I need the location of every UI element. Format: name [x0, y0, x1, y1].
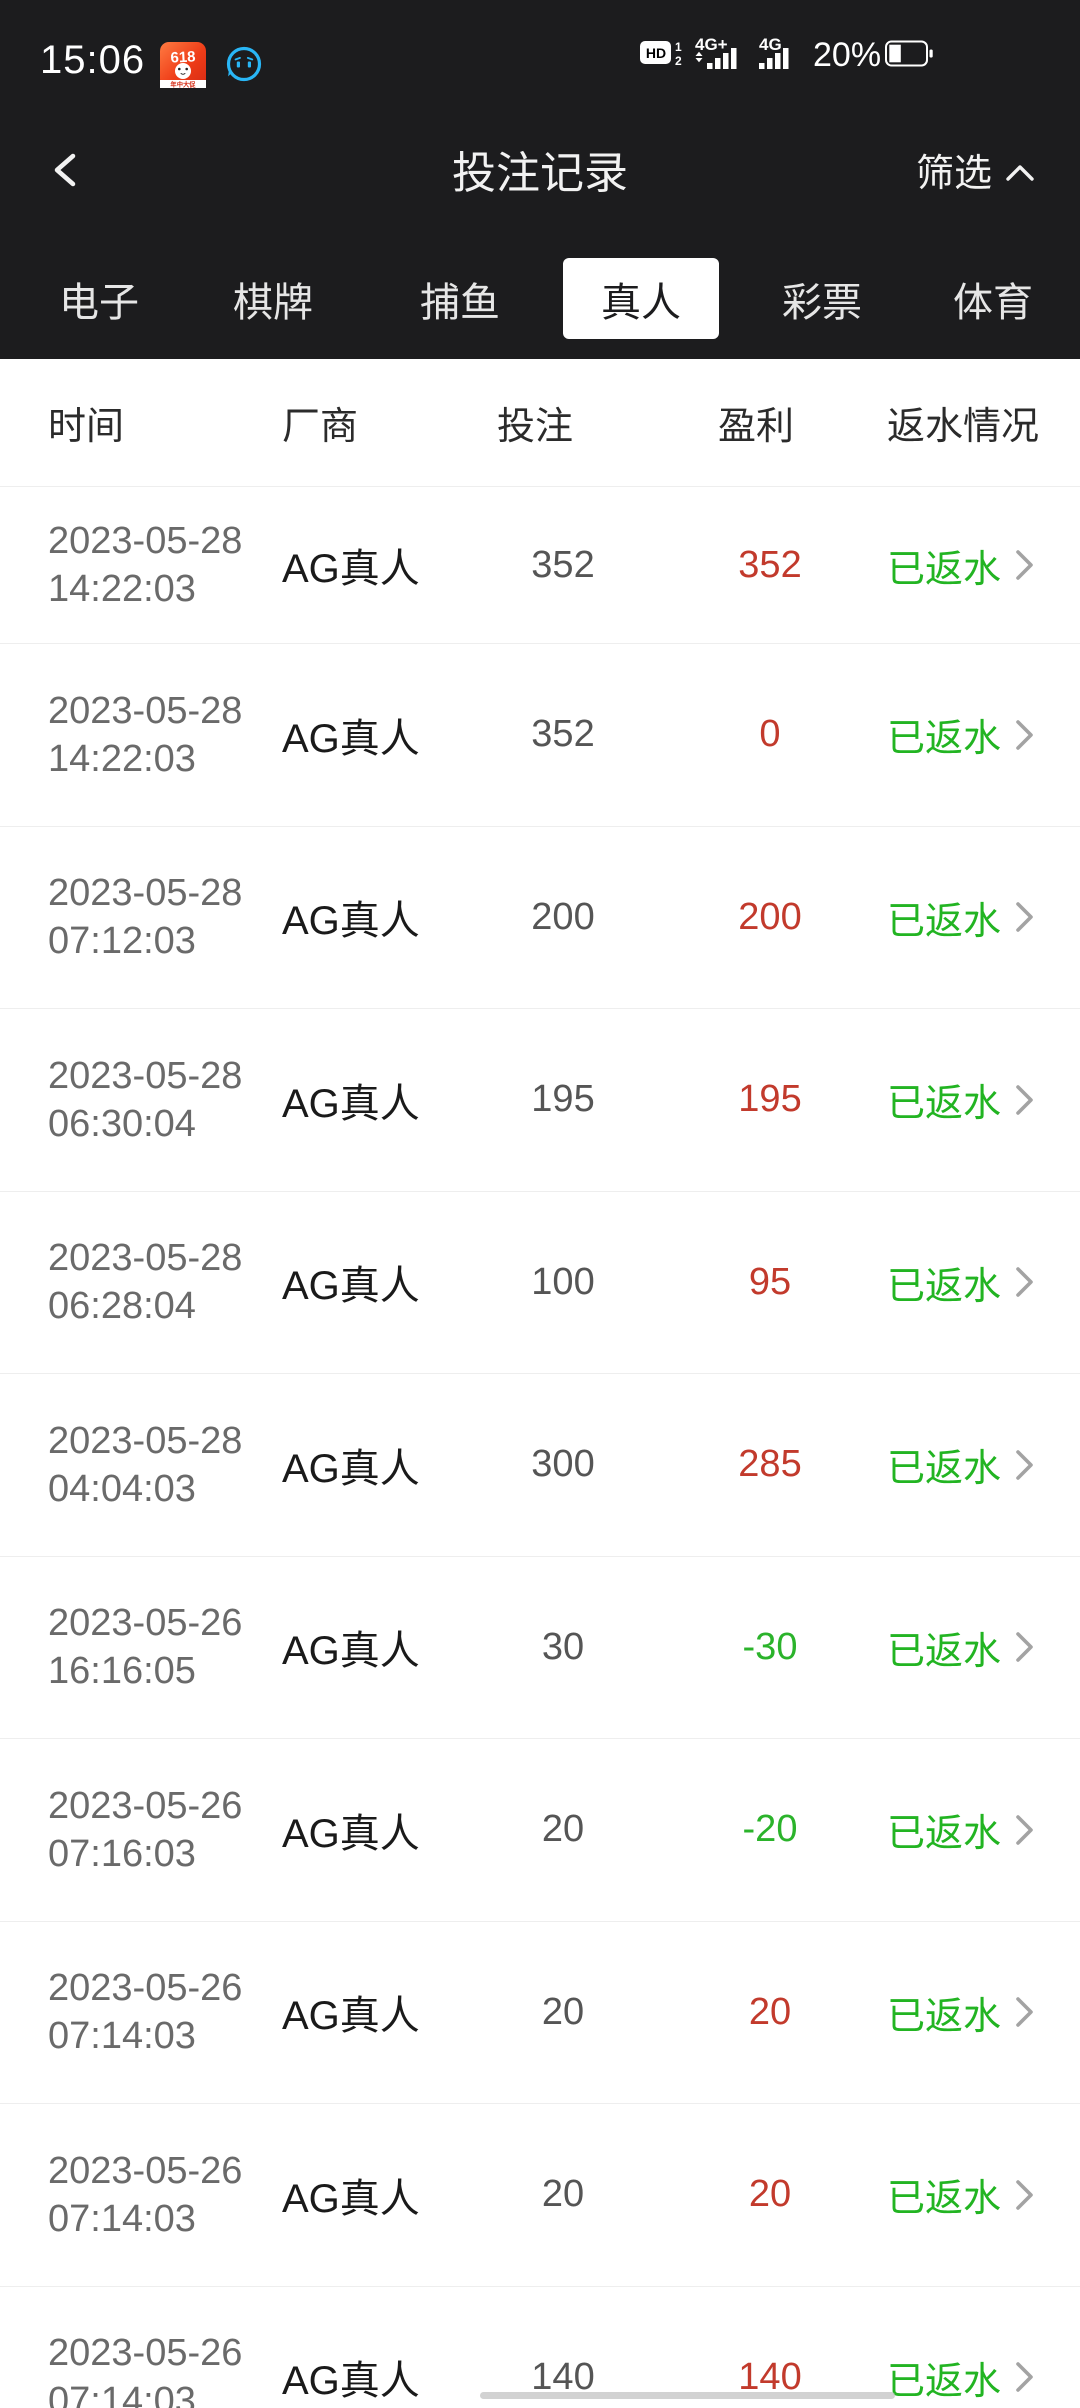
svg-text:2: 2	[675, 54, 682, 68]
svg-text:1: 1	[675, 40, 682, 54]
svg-text:HD: HD	[646, 45, 666, 61]
svg-text:4G: 4G	[759, 36, 782, 54]
svg-text:年中大促: 年中大促	[170, 80, 196, 89]
svg-text:4G+: 4G+	[695, 36, 728, 54]
